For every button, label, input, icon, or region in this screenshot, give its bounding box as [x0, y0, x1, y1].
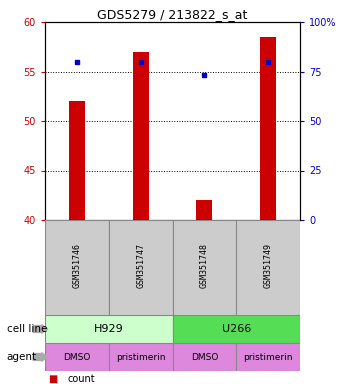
Bar — [172, 315, 300, 343]
Text: U266: U266 — [222, 324, 251, 334]
Bar — [236, 220, 300, 315]
Text: pristimerin: pristimerin — [116, 353, 165, 361]
Bar — [45, 343, 109, 371]
Text: cell line: cell line — [7, 324, 47, 334]
Text: GSM351749: GSM351749 — [264, 243, 273, 288]
Text: GSM351747: GSM351747 — [136, 243, 145, 288]
Text: DMSO: DMSO — [63, 353, 90, 361]
Title: GDS5279 / 213822_s_at: GDS5279 / 213822_s_at — [97, 8, 248, 21]
Text: count: count — [67, 374, 95, 384]
Bar — [172, 343, 236, 371]
Text: agent: agent — [7, 352, 37, 362]
Text: DMSO: DMSO — [191, 353, 218, 361]
Text: pristimerin: pristimerin — [243, 353, 293, 361]
Text: GSM351746: GSM351746 — [72, 243, 81, 288]
Text: ■: ■ — [48, 374, 58, 384]
Bar — [45, 315, 172, 343]
Text: GSM351748: GSM351748 — [200, 243, 209, 288]
Bar — [45, 220, 109, 315]
Bar — [197, 200, 212, 220]
Bar — [236, 343, 300, 371]
Bar — [260, 37, 276, 220]
Bar — [172, 220, 236, 315]
Bar — [109, 343, 172, 371]
Text: H929: H929 — [94, 324, 124, 334]
Bar — [69, 101, 85, 220]
Bar — [109, 220, 172, 315]
Bar — [133, 52, 149, 220]
